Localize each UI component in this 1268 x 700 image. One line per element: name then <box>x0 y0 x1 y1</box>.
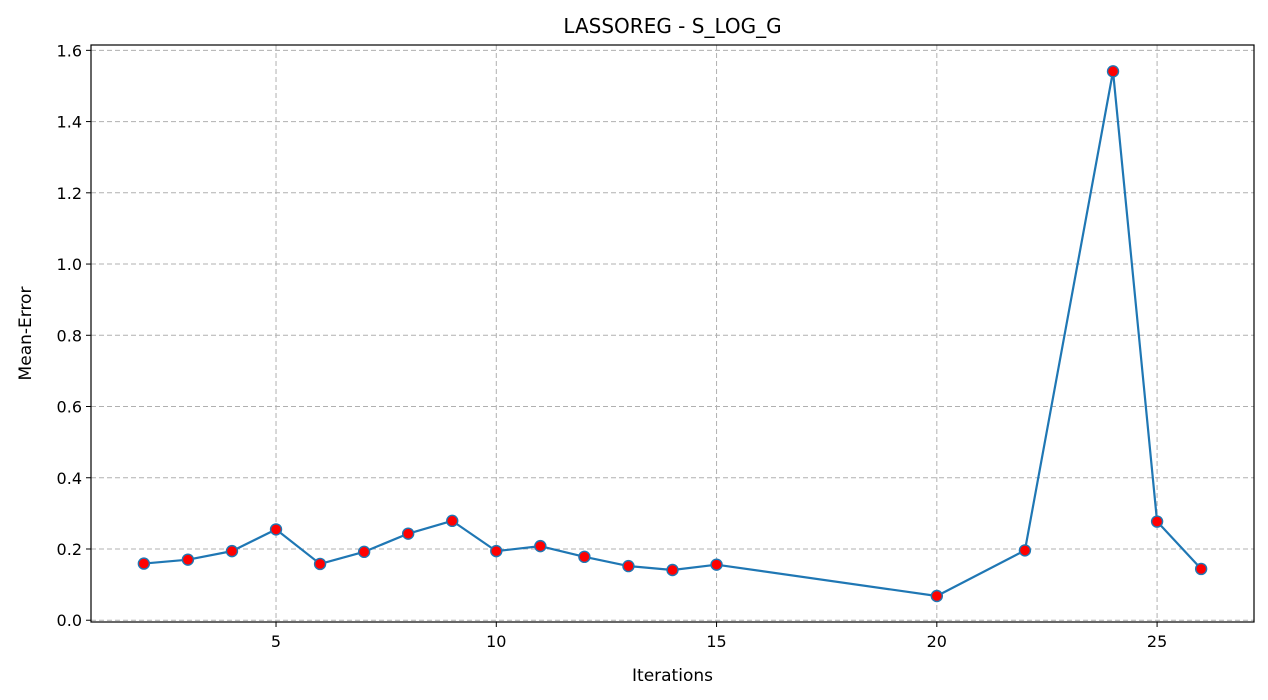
data-point <box>490 544 503 558</box>
x-tick-label: 5 <box>271 632 281 651</box>
data-point <box>137 557 151 570</box>
data-point <box>269 523 283 536</box>
y-tick-label: 0.2 <box>57 540 82 559</box>
x-axis-ticks: 5 10 15 20 25 <box>271 622 1167 651</box>
data-point <box>666 563 679 577</box>
y-axis-title: Mean-Error <box>16 287 36 381</box>
data-point <box>225 544 239 558</box>
y-tick-label: 1.6 <box>57 41 82 60</box>
data-point <box>1106 65 1120 78</box>
y-tick-label: 0.4 <box>57 469 82 488</box>
y-axis-ticks: 0.0 0.2 0.4 0.6 0.8 1.0 1.2 1.4 1.6 <box>57 41 91 630</box>
data-point <box>622 559 635 573</box>
series-line-group <box>143 70 1202 598</box>
x-tick-label: 25 <box>1147 632 1167 651</box>
data-point <box>930 589 944 603</box>
grid <box>91 45 1254 622</box>
y-tick-label: 1.4 <box>57 113 82 132</box>
y-tick-label: 0.0 <box>57 611 82 630</box>
x-axis-title: Iterations <box>632 666 713 686</box>
data-point <box>534 539 547 553</box>
data-point <box>181 553 195 566</box>
data-point <box>1150 515 1164 528</box>
y-tick-label: 0.8 <box>57 326 82 345</box>
data-point <box>578 550 591 564</box>
data-point <box>313 557 327 571</box>
y-tick-label: 1.0 <box>57 255 82 274</box>
y-tick-label: 1.2 <box>57 184 82 203</box>
chart-title: LASSOREG - S_LOG_G <box>563 14 781 38</box>
x-tick-label: 10 <box>486 632 506 651</box>
data-point <box>1018 544 1032 557</box>
data-point <box>357 545 371 559</box>
plot-area-frame <box>90 44 1255 623</box>
data-point <box>401 527 415 540</box>
x-tick-label: 15 <box>706 632 726 651</box>
data-point <box>710 558 723 571</box>
y-tick-label: 0.6 <box>57 398 82 417</box>
data-point <box>1194 562 1208 576</box>
data-point <box>446 514 459 528</box>
series-line <box>143 70 1202 598</box>
data-points <box>137 65 1208 603</box>
x-tick-label: 20 <box>927 632 947 651</box>
